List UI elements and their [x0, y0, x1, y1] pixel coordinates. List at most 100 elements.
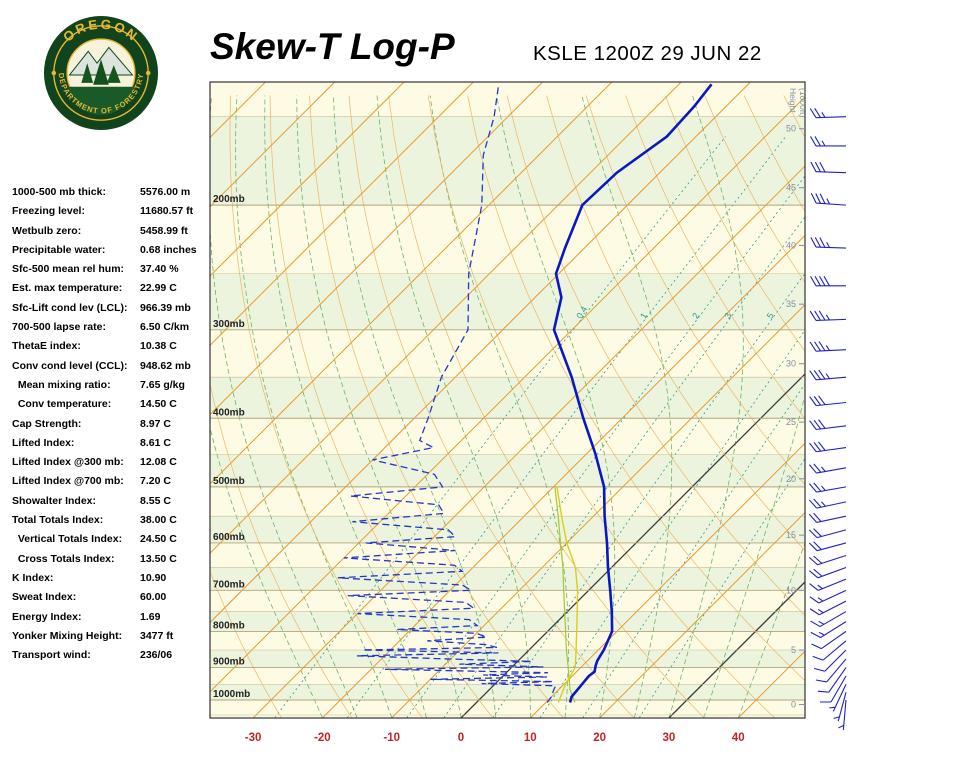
index-value: 8.61 C: [140, 436, 171, 449]
index-value: 3477 ft: [140, 629, 174, 642]
isotherm-line: [599, 511, 805, 718]
height-tick-label: 50: [786, 124, 796, 134]
index-row: Conv cond level (CCL): 948.62 mb: [12, 360, 210, 379]
wind-barb: [820, 675, 847, 703]
index-label: Mean mixing ratio:: [12, 378, 111, 391]
dry-adiabat-line: [585, 95, 805, 486]
height-tick-label: 30: [786, 359, 796, 369]
isotherm-line: [322, 234, 805, 718]
index-label: Freezing level:: [12, 205, 85, 218]
pressure-band: [210, 684, 805, 700]
pressure-band: [210, 116, 805, 206]
index-value: 6.50 C/km: [140, 321, 190, 334]
height-tick-label: 35: [786, 299, 796, 309]
index-label: Cross Totals Index:: [12, 552, 115, 565]
isotherm-line: [808, 82, 960, 718]
moist-adiabat-line: [668, 95, 744, 718]
index-row: Lifted Index: 8.61 C: [12, 437, 210, 456]
pressure-band: [210, 650, 805, 668]
index-value: 8.55 C: [140, 494, 171, 507]
index-label: Lifted Index @300 mb:: [12, 456, 124, 469]
pressure-band: [210, 700, 805, 718]
temperature-axis-label: 10: [524, 732, 537, 744]
index-row: Lifted Index @300 mb: 12.08 C: [12, 456, 210, 475]
height-tick-label: 5: [791, 645, 796, 655]
height-tick-label: 25: [786, 417, 796, 427]
plot-border: [209, 81, 806, 719]
index-row: 700-500 lapse rate: 6.50 C/km: [12, 321, 210, 340]
mixing-ratio-line: [346, 136, 787, 718]
wind-barb: [810, 237, 847, 249]
index-label: Conv cond level (CCL):: [12, 359, 128, 372]
index-label: Vertical Totals Index:: [12, 533, 123, 546]
pressure-band: [210, 82, 805, 117]
logo-star-right: [145, 70, 151, 76]
mixing-ratio-label: 5: [765, 311, 776, 320]
index-row: Est. max temperature: 22.99 C: [12, 282, 210, 301]
index-row: Mean mixing ratio: 7.65 g/kg: [12, 379, 210, 398]
wind-barb: [809, 395, 847, 407]
pressure-axis-label: 500mb: [213, 476, 245, 487]
wind-barb: [808, 541, 847, 552]
index-value: 5576.00 m: [140, 186, 191, 198]
wind-barb: [810, 192, 847, 206]
index-row: Conv temperature: 14.50 C: [12, 398, 210, 417]
page-title: Skew-T Log-P: [210, 26, 455, 67]
mixing-ratio-line: [582, 383, 805, 718]
height-tick-label: 45: [786, 183, 796, 193]
odf-logo: OREGON DEPARTMENT OF FORESTRY: [42, 12, 160, 139]
pressure-band: [210, 542, 805, 568]
wind-barb: [810, 611, 847, 628]
pressure-band: [210, 418, 805, 455]
index-label: Total Totals Index:: [12, 514, 104, 527]
wind-barb: [817, 667, 847, 693]
pressure-axis-label: 1000mb: [213, 689, 250, 700]
index-row: Cap Strength: 8.97 C: [12, 418, 210, 437]
index-value: 948.62 mb: [140, 359, 191, 372]
index-row: Yonker Mixing Height: 3477 ft: [12, 630, 210, 649]
tree-icon: [81, 63, 94, 83]
mixing-ratio-line: [492, 272, 805, 718]
index-label: Showalter Index:: [12, 494, 97, 507]
pressure-band: [210, 454, 805, 487]
index-row: 1000-500 mb thick: 5576.00 m: [12, 186, 210, 205]
wind-barb: [809, 578, 847, 591]
wind-barb: [815, 658, 847, 683]
temperature-axis-label: 0: [458, 732, 464, 744]
index-label: Transport wind:: [12, 649, 91, 662]
pressure-axis-label: 300mb: [213, 319, 245, 330]
index-value: 37.40 %: [140, 263, 179, 276]
dry-adiabat-line: [625, 95, 805, 420]
index-label: Lifted Index:: [12, 436, 75, 449]
dewpoint-trace: [337, 84, 557, 703]
wind-barb: [833, 692, 847, 722]
wind-barb: [808, 554, 847, 566]
index-value: 24.50 C: [140, 533, 177, 546]
wind-barb: [809, 600, 847, 616]
index-value: 7.20 C: [140, 475, 171, 488]
isotherm-line: [210, 82, 543, 416]
odf-logo-svg: OREGON DEPARTMENT OF FORESTRY: [43, 15, 159, 131]
wind-barb: [838, 699, 847, 730]
height-tick-label: 0: [791, 700, 796, 710]
index-value: 60.00: [140, 591, 167, 604]
indices-panel: 1000-500 mb thick: 5576.00 m Freezing leve…: [12, 186, 210, 668]
pressure-band: [210, 273, 805, 330]
logo-star-left: [51, 70, 57, 76]
wind-barb: [809, 369, 847, 381]
height-tick-label: 15: [786, 530, 796, 540]
wind-barb: [808, 482, 847, 493]
index-row: Total Totals Index: 38.00 C: [12, 514, 210, 533]
index-label: Est. max temperature:: [12, 282, 123, 295]
isotherm-line: [210, 82, 474, 347]
index-label: K Index:: [12, 571, 54, 584]
wind-barb: [808, 528, 847, 539]
index-value: 0.68 inches: [140, 243, 197, 256]
index-value: 1.69: [140, 610, 161, 623]
index-row: Wetbulb zero: 5458.99 ft: [12, 225, 210, 244]
index-value: 966.39 mb: [140, 301, 191, 314]
index-row: Sfc-500 mean rel hum: 37.40 %: [12, 263, 210, 282]
wind-barb: [809, 310, 847, 321]
